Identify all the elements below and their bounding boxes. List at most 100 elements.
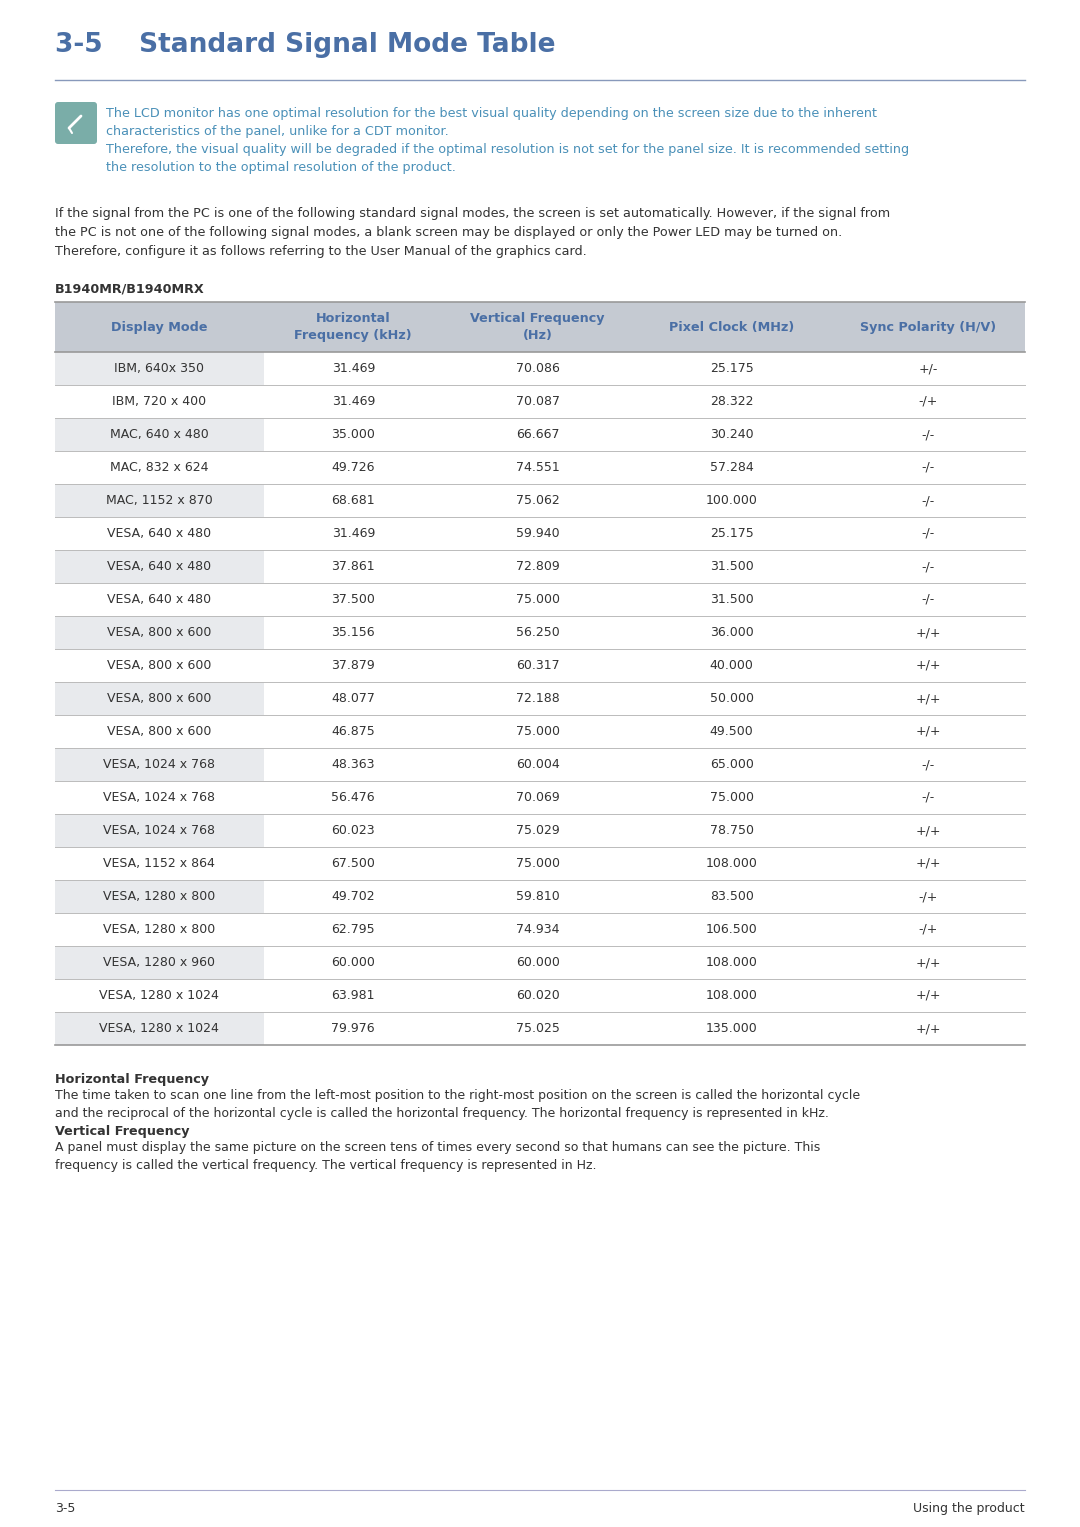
Text: 60.023: 60.023 xyxy=(332,825,375,837)
Text: 62.795: 62.795 xyxy=(332,922,375,936)
Text: -/-: -/- xyxy=(921,592,934,606)
Text: 25.175: 25.175 xyxy=(710,527,754,541)
Text: VESA, 1152 x 864: VESA, 1152 x 864 xyxy=(104,857,215,870)
Text: VESA, 800 x 600: VESA, 800 x 600 xyxy=(107,626,212,638)
Text: 28.322: 28.322 xyxy=(710,395,754,408)
Text: 60.317: 60.317 xyxy=(516,660,559,672)
Text: 37.500: 37.500 xyxy=(332,592,375,606)
Text: 66.667: 66.667 xyxy=(516,428,559,441)
Bar xyxy=(55,880,264,913)
Text: -/-: -/- xyxy=(921,791,934,805)
Text: +/+: +/+ xyxy=(915,660,941,672)
Bar xyxy=(55,302,1025,353)
Text: MAC, 640 x 480: MAC, 640 x 480 xyxy=(110,428,208,441)
Bar xyxy=(55,913,264,947)
Text: 70.087: 70.087 xyxy=(515,395,559,408)
Text: VESA, 1280 x 800: VESA, 1280 x 800 xyxy=(104,890,215,902)
Text: VESA, 800 x 600: VESA, 800 x 600 xyxy=(107,660,212,672)
Text: 60.000: 60.000 xyxy=(515,956,559,970)
Text: +/+: +/+ xyxy=(915,692,941,705)
Text: 75.029: 75.029 xyxy=(516,825,559,837)
Text: MAC, 832 x 624: MAC, 832 x 624 xyxy=(110,461,208,473)
Text: 79.976: 79.976 xyxy=(332,1022,375,1035)
Bar xyxy=(55,484,264,518)
Text: 37.861: 37.861 xyxy=(332,560,375,573)
Text: 46.875: 46.875 xyxy=(332,725,375,738)
Text: 100.000: 100.000 xyxy=(705,495,757,507)
Text: 75.062: 75.062 xyxy=(516,495,559,507)
Text: 72.809: 72.809 xyxy=(516,560,559,573)
Text: -/+: -/+ xyxy=(918,395,937,408)
Text: -/+: -/+ xyxy=(918,890,937,902)
Text: 59.810: 59.810 xyxy=(516,890,559,902)
Text: 108.000: 108.000 xyxy=(705,989,757,1002)
Text: IBM, 720 x 400: IBM, 720 x 400 xyxy=(112,395,206,408)
Bar xyxy=(55,518,264,550)
Text: 49.726: 49.726 xyxy=(332,461,375,473)
Bar xyxy=(55,979,264,1012)
Text: 70.086: 70.086 xyxy=(515,362,559,376)
Bar xyxy=(55,615,264,649)
Text: VESA, 1024 x 768: VESA, 1024 x 768 xyxy=(104,825,215,837)
Text: 78.750: 78.750 xyxy=(710,825,754,837)
Bar xyxy=(55,450,264,484)
Text: VESA, 1280 x 1024: VESA, 1280 x 1024 xyxy=(99,1022,219,1035)
Text: 75.000: 75.000 xyxy=(515,725,559,738)
Text: +/+: +/+ xyxy=(915,857,941,870)
Text: 59.940: 59.940 xyxy=(516,527,559,541)
Text: 74.934: 74.934 xyxy=(516,922,559,936)
Text: 83.500: 83.500 xyxy=(710,890,754,902)
Text: Vertical Frequency: Vertical Frequency xyxy=(55,1125,189,1138)
Text: 30.240: 30.240 xyxy=(710,428,754,441)
Bar xyxy=(55,550,264,583)
Text: The time taken to scan one line from the left-most position to the right-most po: The time taken to scan one line from the… xyxy=(55,1089,860,1121)
Text: 63.981: 63.981 xyxy=(332,989,375,1002)
Text: 50.000: 50.000 xyxy=(710,692,754,705)
Bar xyxy=(55,847,264,880)
Text: +/-: +/- xyxy=(918,362,937,376)
Text: +/+: +/+ xyxy=(915,626,941,638)
Text: 36.000: 36.000 xyxy=(710,626,754,638)
Text: 56.476: 56.476 xyxy=(332,791,375,805)
Text: VESA, 800 x 600: VESA, 800 x 600 xyxy=(107,692,212,705)
Bar xyxy=(55,649,264,683)
Text: 75.000: 75.000 xyxy=(515,857,559,870)
Text: Sync Polarity (H/V): Sync Polarity (H/V) xyxy=(860,321,996,333)
Text: 75.025: 75.025 xyxy=(515,1022,559,1035)
Text: -/-: -/- xyxy=(921,757,934,771)
Text: 75.000: 75.000 xyxy=(515,592,559,606)
Text: If the signal from the PC is one of the following standard signal modes, the scr: If the signal from the PC is one of the … xyxy=(55,208,890,258)
Text: Horizontal Frequency: Horizontal Frequency xyxy=(55,1073,210,1086)
Bar xyxy=(55,683,264,715)
Text: +/+: +/+ xyxy=(915,825,941,837)
Text: 31.500: 31.500 xyxy=(710,592,754,606)
Text: 106.500: 106.500 xyxy=(705,922,757,936)
Text: 60.004: 60.004 xyxy=(516,757,559,771)
Text: -/-: -/- xyxy=(921,428,934,441)
Text: -/-: -/- xyxy=(921,527,934,541)
Bar xyxy=(55,715,264,748)
FancyBboxPatch shape xyxy=(55,102,97,144)
Text: -/-: -/- xyxy=(921,461,934,473)
Text: 31.500: 31.500 xyxy=(710,560,754,573)
Bar xyxy=(55,418,264,450)
Text: 31.469: 31.469 xyxy=(332,362,375,376)
Text: 35.000: 35.000 xyxy=(332,428,375,441)
Text: 60.000: 60.000 xyxy=(332,956,375,970)
Text: VESA, 640 x 480: VESA, 640 x 480 xyxy=(107,592,212,606)
Text: VESA, 640 x 480: VESA, 640 x 480 xyxy=(107,560,212,573)
Text: +/+: +/+ xyxy=(915,989,941,1002)
Text: The LCD monitor has one optimal resolution for the best visual quality depending: The LCD monitor has one optimal resoluti… xyxy=(106,107,877,139)
Text: 108.000: 108.000 xyxy=(705,956,757,970)
Text: -/-: -/- xyxy=(921,560,934,573)
Text: VESA, 1280 x 1024: VESA, 1280 x 1024 xyxy=(99,989,219,1002)
Text: Pixel Clock (MHz): Pixel Clock (MHz) xyxy=(669,321,794,333)
Text: 56.250: 56.250 xyxy=(516,626,559,638)
Text: IBM, 640x 350: IBM, 640x 350 xyxy=(114,362,204,376)
Text: Therefore, the visual quality will be degraded if the optimal resolution is not : Therefore, the visual quality will be de… xyxy=(106,144,909,174)
Text: 31.469: 31.469 xyxy=(332,395,375,408)
Bar xyxy=(55,385,264,418)
Text: 72.188: 72.188 xyxy=(516,692,559,705)
Text: Horizontal
Frequency (kHz): Horizontal Frequency (kHz) xyxy=(295,312,413,342)
Text: 35.156: 35.156 xyxy=(332,626,375,638)
